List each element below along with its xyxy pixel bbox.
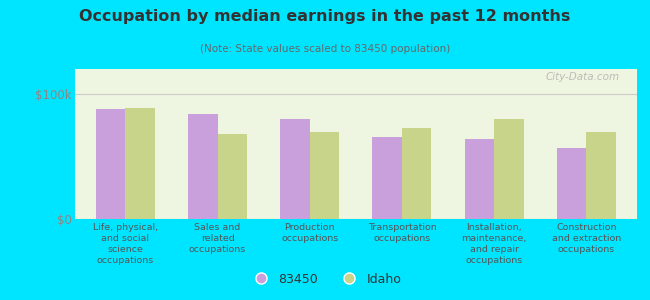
Bar bbox=[125, 108, 155, 219]
Bar bbox=[96, 109, 125, 219]
Bar bbox=[586, 131, 616, 219]
Legend: 83450, Idaho: 83450, Idaho bbox=[243, 268, 407, 291]
Text: City-Data.com: City-Data.com bbox=[546, 72, 620, 82]
Bar bbox=[188, 114, 218, 219]
Bar bbox=[465, 139, 494, 219]
Bar bbox=[402, 128, 432, 219]
Text: Occupation by median earnings in the past 12 months: Occupation by median earnings in the pas… bbox=[79, 9, 571, 24]
Bar bbox=[494, 119, 524, 219]
Bar bbox=[218, 134, 247, 219]
Bar bbox=[557, 148, 586, 219]
Bar bbox=[372, 136, 402, 219]
Bar bbox=[310, 131, 339, 219]
Bar bbox=[280, 119, 310, 219]
Text: (Note: State values scaled to 83450 population): (Note: State values scaled to 83450 popu… bbox=[200, 44, 450, 53]
